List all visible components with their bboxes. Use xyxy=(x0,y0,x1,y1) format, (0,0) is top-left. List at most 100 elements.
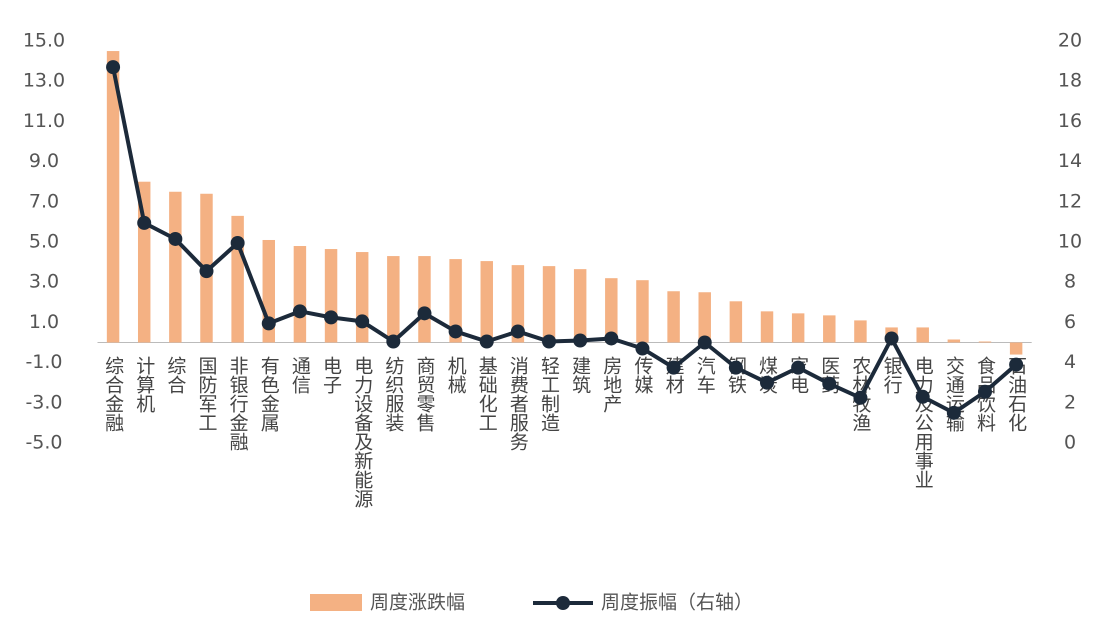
bar xyxy=(667,291,680,343)
line-point xyxy=(386,334,401,349)
bar xyxy=(760,311,774,343)
x-tick-label: 有色金属 xyxy=(258,356,280,433)
line-point xyxy=(324,310,339,325)
line-point xyxy=(417,306,432,321)
x-tick-label: 基础化工 xyxy=(476,356,498,432)
y-tick-label: 9.0 xyxy=(29,150,59,172)
line-point xyxy=(697,335,712,350)
bar xyxy=(324,249,338,343)
legend-swatch xyxy=(310,594,362,611)
y2-tick-label: 8 xyxy=(1064,271,1076,293)
y-tick-label: -3.0 xyxy=(25,391,62,413)
line-point xyxy=(137,215,152,230)
y2-tick-label: 20 xyxy=(1058,30,1082,52)
line-point xyxy=(199,264,214,279)
y2-tick-label: 4 xyxy=(1064,351,1076,373)
x-tick-label: 汽车 xyxy=(694,356,716,394)
bar xyxy=(823,315,836,343)
line-point xyxy=(292,304,307,319)
x-tick-label: 传媒 xyxy=(631,356,653,394)
line-point xyxy=(977,384,992,399)
line-point xyxy=(760,375,775,390)
y-tick-label: 1.0 xyxy=(29,311,59,333)
bar xyxy=(947,339,961,343)
x-tick-label: 交通运输 xyxy=(943,356,965,432)
y-tick-label: -1.0 xyxy=(25,351,62,373)
y2-tick-label: 10 xyxy=(1058,231,1082,253)
line-point xyxy=(106,60,121,75)
x-tick-label: 消费者服务 xyxy=(507,356,529,451)
x-tick-label: 电力及公用事业 xyxy=(912,356,934,489)
line-point xyxy=(448,324,463,339)
line-point xyxy=(635,341,650,356)
x-tick-label: 电力设备及新能源 xyxy=(351,356,373,509)
bar xyxy=(791,313,805,343)
x-tick-label: 房地产 xyxy=(600,356,622,413)
x-tick-label: 银行 xyxy=(881,356,903,394)
x-tick-label: 石油石化 xyxy=(1005,356,1027,432)
y-tick-label: 5.0 xyxy=(29,231,59,253)
bar xyxy=(449,259,462,343)
bar xyxy=(854,320,867,343)
y-tick-label: 11.0 xyxy=(23,110,65,132)
bar xyxy=(169,191,182,343)
line-point xyxy=(728,360,743,375)
line-point xyxy=(542,334,557,349)
bar xyxy=(573,269,587,343)
x-tick-label: 非银行金融 xyxy=(227,356,249,451)
y2-tick-label: 6 xyxy=(1064,311,1076,333)
x-tick-label: 国防军工 xyxy=(195,356,217,432)
line-point xyxy=(479,334,494,349)
bar xyxy=(978,341,992,343)
bar xyxy=(916,327,929,343)
legend-swatch-dot xyxy=(556,596,570,610)
line-point xyxy=(666,360,681,375)
x-tick-label: 电子 xyxy=(320,356,342,394)
x-tick-label: 综合金融 xyxy=(102,356,124,432)
bar xyxy=(729,301,743,343)
line-point xyxy=(853,390,868,405)
line-point xyxy=(884,331,899,346)
line-point xyxy=(791,360,806,375)
legend-label: 周度涨跌幅 xyxy=(370,592,465,614)
x-tick-label: 通信 xyxy=(289,356,311,394)
x-tick-label: 商贸零售 xyxy=(413,356,435,432)
bar xyxy=(636,280,649,343)
bar xyxy=(698,292,711,343)
y-tick-label: 15.0 xyxy=(23,30,65,52)
bar xyxy=(293,246,307,343)
y2-tick-label: 16 xyxy=(1058,110,1082,132)
line-point xyxy=(261,316,276,331)
bar xyxy=(355,252,369,343)
bar xyxy=(480,261,493,343)
line-point xyxy=(946,405,961,420)
line-point xyxy=(230,236,245,251)
x-tick-label: 轻工制造 xyxy=(538,356,560,432)
bar xyxy=(1009,342,1023,355)
bar xyxy=(106,51,120,343)
bar xyxy=(231,215,244,343)
line-point xyxy=(355,314,370,329)
line-point xyxy=(168,231,183,246)
y2-tick-label: 2 xyxy=(1064,391,1076,413)
bar xyxy=(511,265,525,343)
line xyxy=(111,66,1018,415)
line-point xyxy=(573,333,588,348)
y2-tick-label: 14 xyxy=(1058,150,1082,172)
line-point xyxy=(822,376,837,391)
legend-label: 周度振幅（右轴） xyxy=(601,592,753,614)
line-point xyxy=(1009,357,1024,372)
bar xyxy=(387,256,400,343)
y-tick-label: 7.0 xyxy=(29,190,59,212)
y2-tick-label: 12 xyxy=(1058,190,1082,212)
line-point xyxy=(604,331,619,346)
y2-tick-label: 18 xyxy=(1058,70,1082,92)
x-tick-label: 综合 xyxy=(164,356,186,394)
line-point xyxy=(510,324,525,339)
bar xyxy=(418,256,431,343)
bar xyxy=(605,278,618,343)
x-tick-label: 纺织服装 xyxy=(382,356,404,432)
y2-tick-label: 0 xyxy=(1064,432,1076,454)
x-tick-label: 建筑 xyxy=(569,356,591,394)
